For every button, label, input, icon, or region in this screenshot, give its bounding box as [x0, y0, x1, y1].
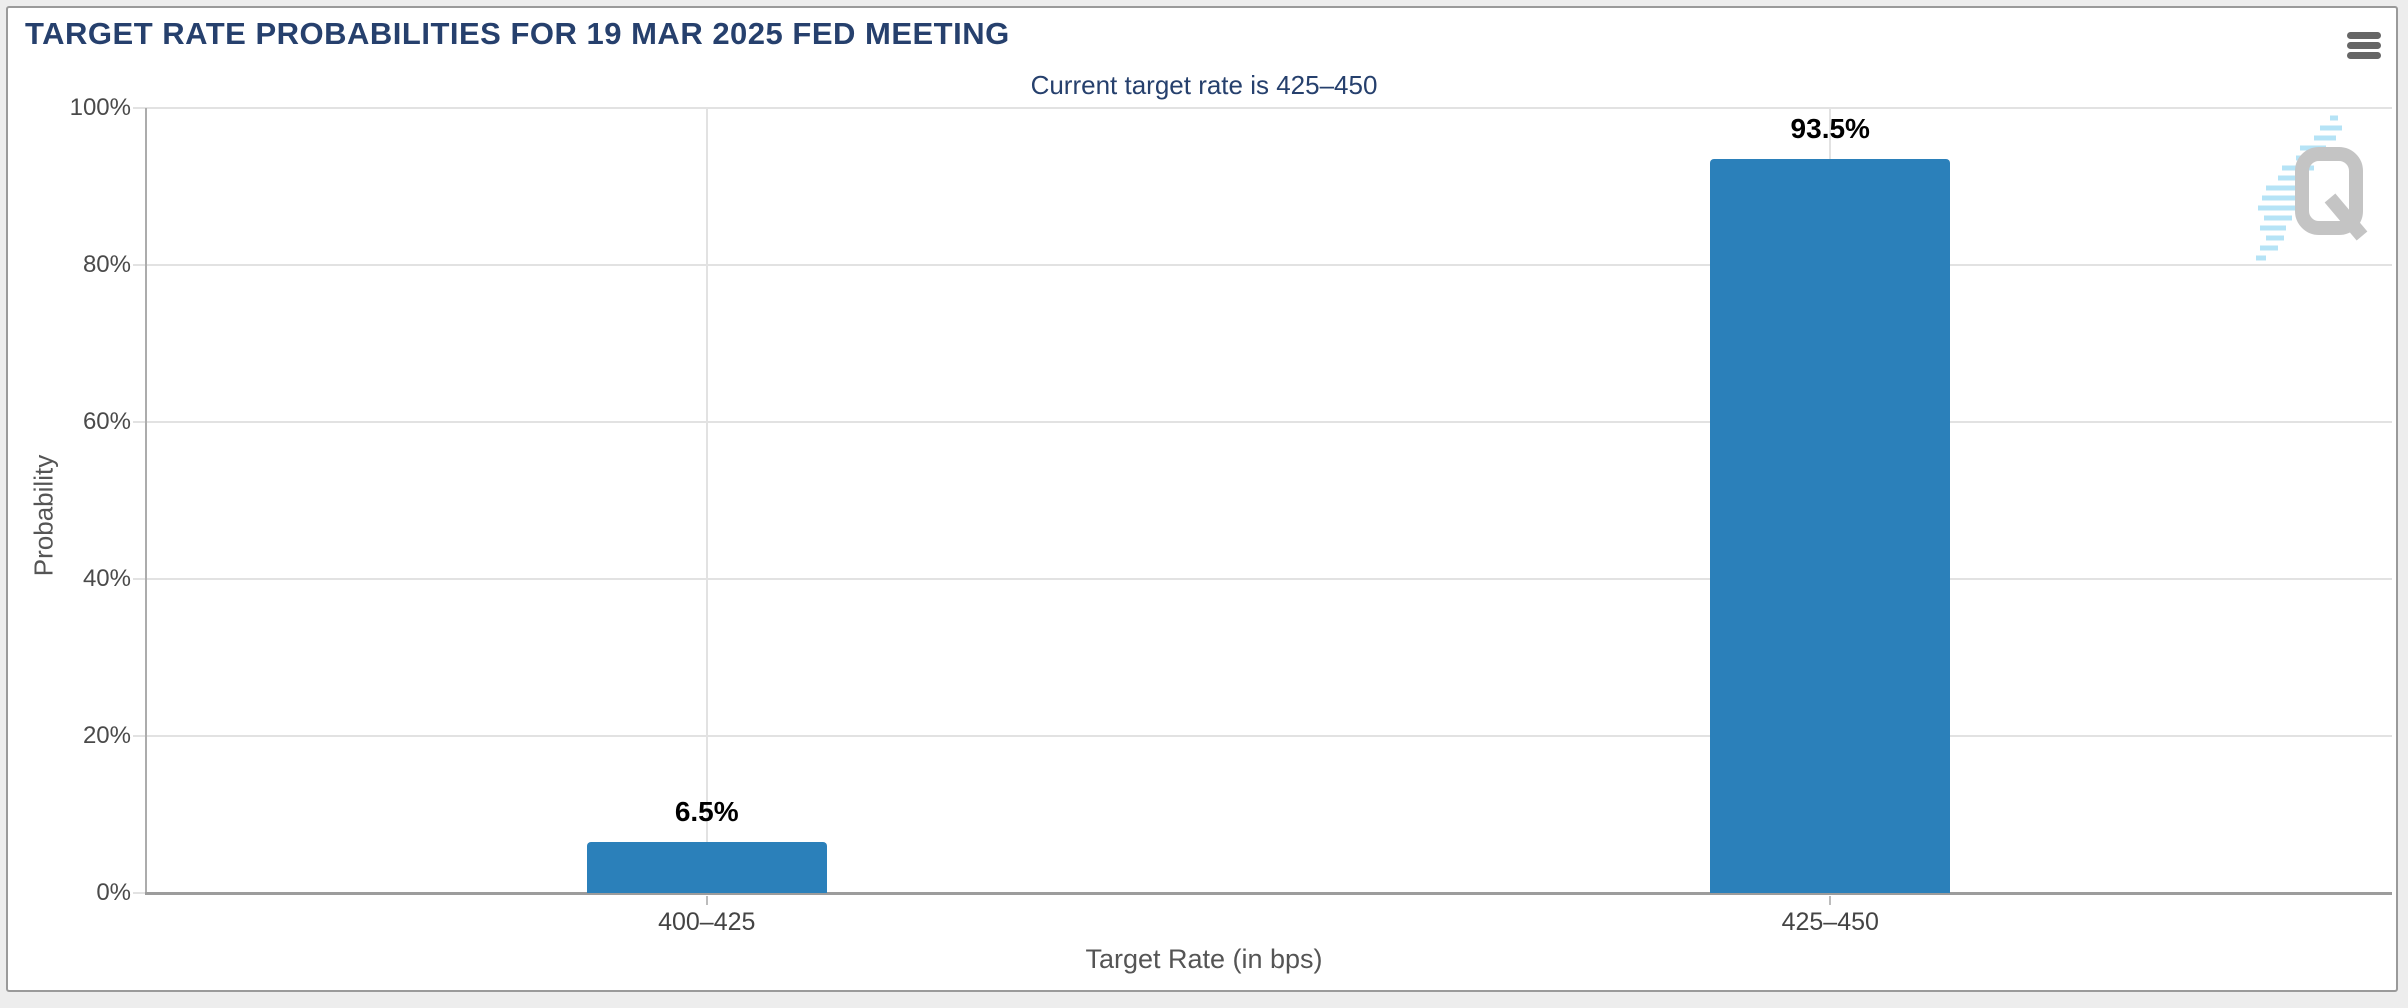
- x-axis-tick: [1829, 896, 1832, 905]
- y-axis-tick-label: 80%: [82, 251, 131, 278]
- bar-425-450[interactable]: [1710, 159, 1951, 893]
- x-gridline: [705, 108, 708, 893]
- x-axis-line: [145, 892, 2392, 895]
- bar-value-label: 6.5%: [674, 795, 739, 827]
- y-gridline: [133, 578, 2392, 580]
- y-gridline: [133, 264, 2392, 266]
- chart-title: TARGET RATE PROBABILITIES FOR 19 MAR 202…: [25, 16, 1010, 51]
- x-axis-tick: [705, 896, 708, 905]
- hamburger-icon: [2347, 31, 2381, 39]
- chart-subtitle: Current target rate is 425–450: [1030, 70, 1378, 100]
- hamburger-icon: [2347, 41, 2381, 49]
- y-axis-tick-label: 40%: [82, 565, 131, 592]
- y-axis-tick-label: 100%: [69, 94, 131, 121]
- y-gridline: [133, 735, 2392, 737]
- bar-value-label: 93.5%: [1790, 113, 1870, 145]
- export-menu-button[interactable]: [2340, 24, 2388, 66]
- y-axis-line: [145, 108, 147, 895]
- watermark-q-letter: [2295, 147, 2368, 241]
- hamburger-icon: [2347, 51, 2381, 59]
- y-axis-tick-label: 60%: [82, 408, 131, 435]
- y-gridline: [133, 421, 2392, 423]
- x-axis-category-label: 425–450: [1781, 908, 1879, 936]
- y-axis-title: Probability: [28, 454, 59, 577]
- quikstrike-watermark-logo: [2256, 115, 2368, 261]
- bar-400-425[interactable]: [586, 841, 827, 893]
- y-gridline: [133, 107, 2392, 109]
- x-axis-title: Target Rate (in bps): [1085, 944, 1323, 974]
- chart-panel: [6, 6, 2398, 992]
- x-axis-category-label: 400–425: [658, 908, 756, 936]
- y-axis-tick-label: 20%: [82, 722, 131, 749]
- y-axis-tick-label: 0%: [96, 879, 131, 906]
- page-background-strip: [0, 998, 2408, 1008]
- y-tick: [133, 892, 145, 894]
